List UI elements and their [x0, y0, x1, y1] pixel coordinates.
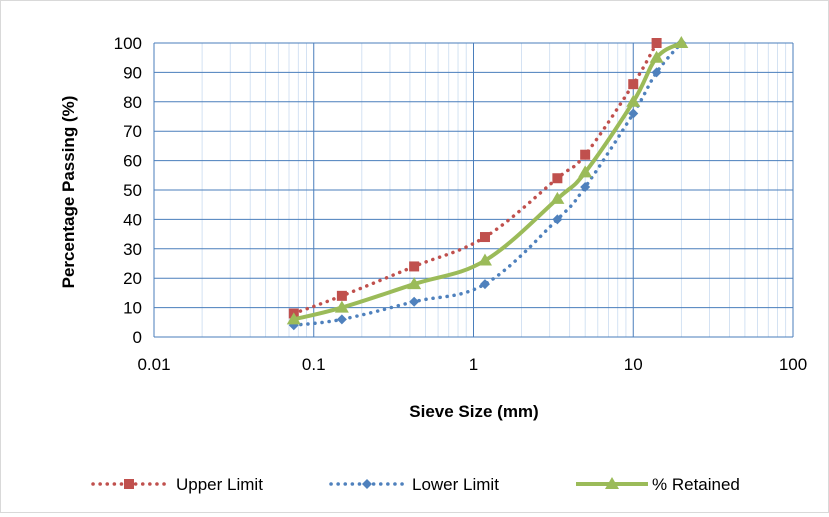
series-upper-limit — [288, 38, 662, 319]
data-point-retained — [334, 300, 349, 313]
series-layer — [286, 36, 689, 331]
data-point-upper-limit — [479, 232, 490, 243]
data-point-retained — [550, 191, 565, 204]
data-point-lower-limit — [580, 182, 591, 193]
y-tick-label: 0 — [133, 328, 142, 347]
legend-label-retained: % Retained — [652, 475, 740, 494]
legend-label-upper-limit: Upper Limit — [176, 475, 263, 494]
legend: Upper Limit Lower Limit % Retained — [91, 475, 740, 494]
data-point-retained — [407, 277, 422, 290]
data-point-lower-limit — [628, 108, 639, 119]
legend-marker-retained — [605, 477, 619, 489]
x-axis-label: Sieve Size (mm) — [409, 402, 538, 421]
data-point-lower-limit — [651, 67, 662, 78]
y-tick-label: 50 — [123, 181, 142, 200]
data-point-retained — [674, 36, 689, 48]
data-point-upper-limit — [336, 290, 347, 301]
data-point-lower-limit — [336, 314, 347, 325]
data-point-retained — [649, 50, 664, 63]
legend-item-retained: % Retained — [576, 475, 740, 494]
x-tick-label: 100 — [779, 355, 807, 374]
data-point-retained — [578, 165, 593, 178]
x-tick-label: 1 — [469, 355, 478, 374]
y-axis-label: Percentage Passing (%) — [59, 96, 78, 289]
data-point-retained — [477, 253, 492, 266]
data-point-lower-limit — [409, 296, 420, 307]
series-line-lower-limit — [292, 41, 684, 327]
y-tick-label: 10 — [123, 299, 142, 318]
data-point-upper-limit — [628, 79, 639, 90]
y-tick-label: 40 — [123, 210, 142, 229]
legend-label-lower-limit: Lower Limit — [412, 475, 499, 494]
y-tick-label: 60 — [123, 152, 142, 171]
x-tick-label: 0.01 — [137, 355, 170, 374]
series-retained — [286, 36, 689, 325]
data-point-upper-limit — [552, 173, 563, 184]
data-point-upper-limit — [580, 149, 591, 160]
data-point-upper-limit — [651, 38, 662, 48]
y-tick-label: 70 — [123, 122, 142, 141]
data-point-lower-limit — [552, 214, 563, 225]
x-tick-label: 0.1 — [302, 355, 326, 374]
data-point-lower-limit — [479, 279, 490, 290]
y-tick-label: 30 — [123, 240, 142, 259]
data-point-retained — [626, 94, 641, 107]
x-tick-labels: 0.01 0.1 1 10 100 — [137, 355, 807, 374]
major-gridlines — [153, 42, 794, 338]
series-lower-limit — [288, 38, 687, 331]
y-tick-label: 80 — [123, 93, 142, 112]
y-tick-label: 100 — [114, 34, 142, 53]
legend-marker-upper-limit — [124, 479, 134, 489]
data-point-upper-limit — [409, 261, 420, 272]
y-tick-label: 90 — [123, 63, 142, 82]
legend-marker-lower-limit — [362, 479, 372, 489]
data-point-retained — [286, 312, 301, 325]
y-tick-label: 20 — [123, 269, 142, 288]
y-tick-labels: 0 10 20 30 40 50 60 70 80 90 100 — [114, 34, 142, 347]
x-tick-label: 10 — [624, 355, 643, 374]
legend-item-upper-limit: Upper Limit — [91, 475, 263, 494]
series-line-upper-limit — [292, 41, 659, 316]
legend-item-lower-limit: Lower Limit — [329, 475, 499, 494]
